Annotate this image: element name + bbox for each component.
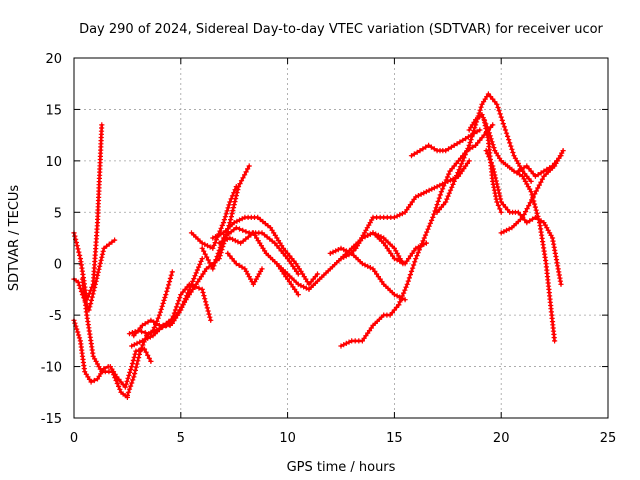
- series-arc-22: [434, 91, 534, 215]
- x-tick-label: 10: [279, 431, 296, 446]
- series-track: [339, 303, 401, 348]
- y-tick-label: 15: [45, 103, 62, 118]
- plot-frame: [73, 57, 609, 419]
- x-axis-label: GPS time / hours: [287, 460, 396, 475]
- plus-markers: [225, 250, 265, 287]
- series-arc-3: [71, 317, 111, 385]
- plus-markers: [515, 153, 564, 179]
- x-tick-label: 15: [386, 431, 403, 446]
- plus-markers: [338, 250, 408, 303]
- plus-markers: [481, 117, 504, 215]
- series-track: [435, 92, 533, 214]
- y-tick-label: -10: [41, 361, 62, 376]
- y-tick-label: 0: [54, 258, 62, 273]
- grid: [74, 58, 608, 418]
- series-arc-14: [225, 250, 265, 287]
- y-tick-label: 5: [54, 206, 62, 221]
- plus-markers: [396, 122, 496, 308]
- series-arc-12: [210, 214, 321, 287]
- axis-ticks: 0 5 10 15 20 25 -15 -10 -5 0 5 10 15 20: [41, 52, 617, 446]
- plus-markers: [338, 302, 402, 349]
- chart-title: Day 290 of 2024, Sidereal Day-to-day VTE…: [79, 22, 603, 37]
- plus-markers: [434, 91, 534, 215]
- series-track: [132, 282, 212, 338]
- plus-markers: [210, 214, 321, 287]
- x-tick-label: 25: [600, 431, 617, 446]
- series-arc-27: [515, 153, 564, 179]
- series-track: [516, 154, 563, 178]
- x-tick-label: 5: [177, 431, 185, 446]
- plus-markers: [131, 281, 214, 339]
- plus-markers: [353, 158, 472, 251]
- series-arc-20: [353, 158, 472, 251]
- x-tick-label: 0: [70, 431, 78, 446]
- y-axis-label: SDTVAR / TECUs: [7, 185, 22, 292]
- series-arc-8: [131, 281, 214, 339]
- y-tick-label: -15: [41, 412, 62, 427]
- x-tick-label: 20: [493, 431, 510, 446]
- y-tick-label: -5: [49, 309, 62, 324]
- series-arc-25: [481, 117, 504, 215]
- y-tick-label: 20: [45, 52, 62, 67]
- series-arc-17: [338, 250, 408, 303]
- data-series: [71, 91, 566, 400]
- y-tick-label: 10: [45, 155, 62, 170]
- series-arc-18: [338, 302, 402, 349]
